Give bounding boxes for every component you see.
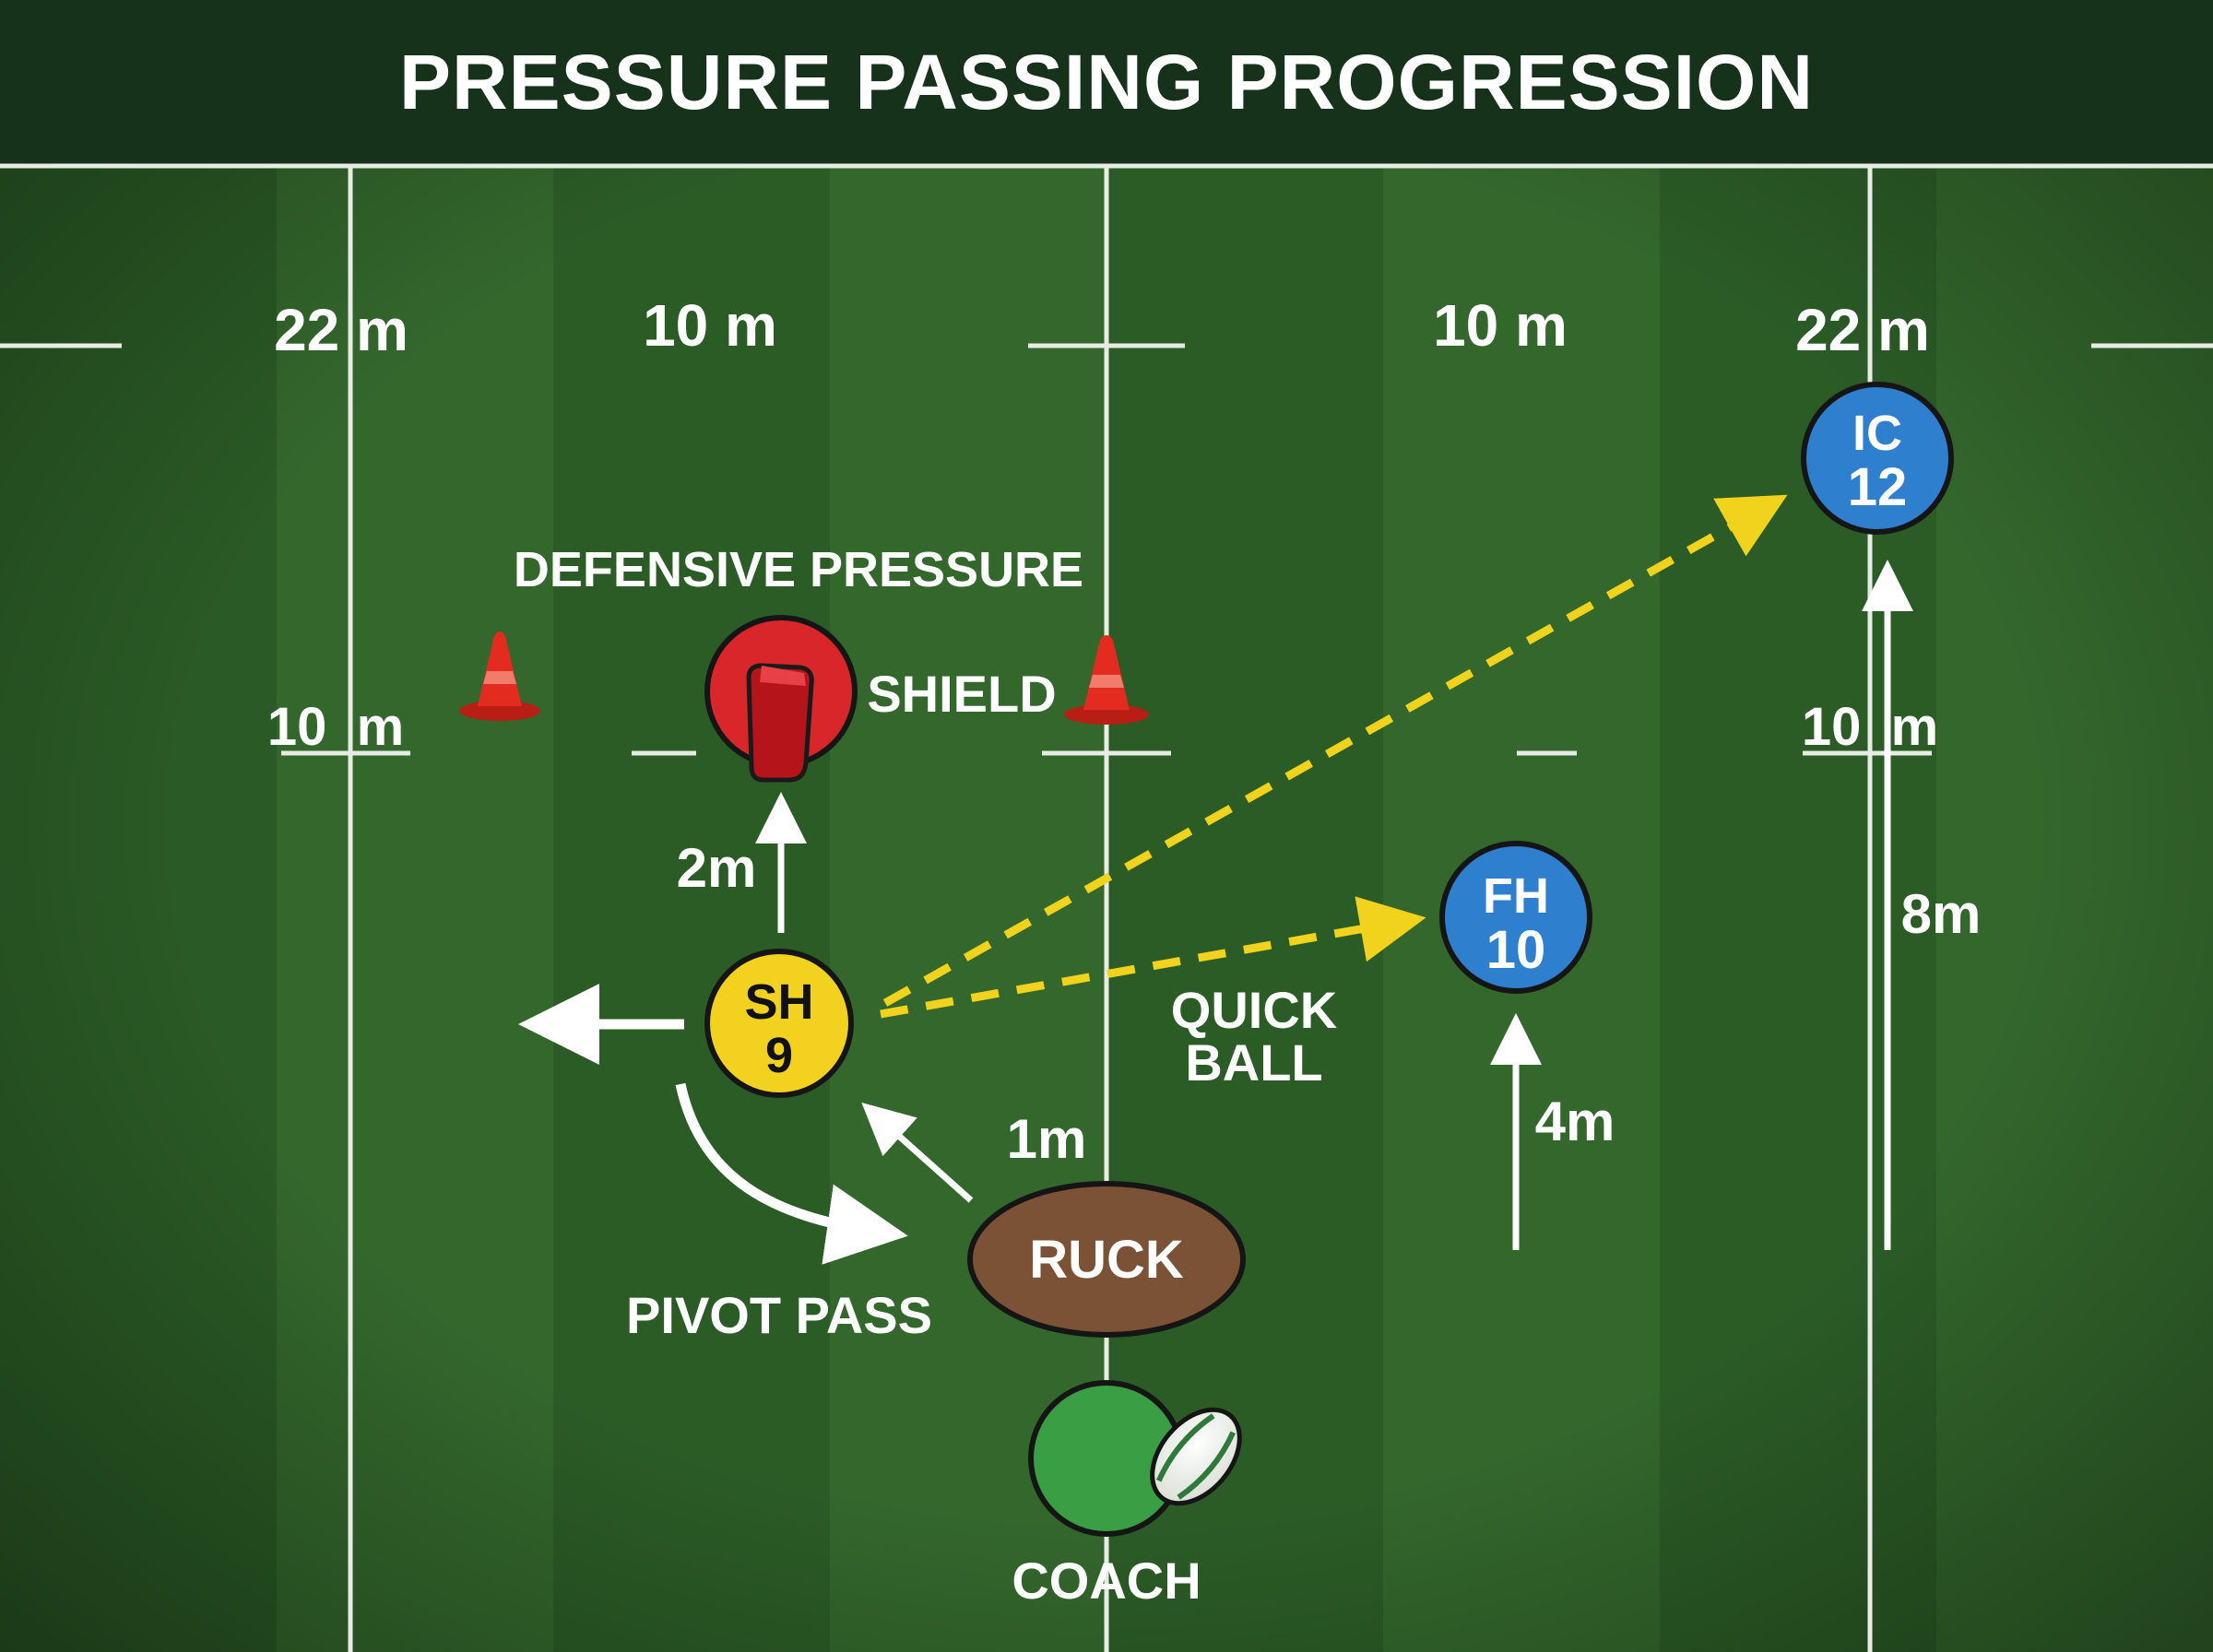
inside-centre-number: 12	[1848, 457, 1908, 517]
coach-label: COACH	[1012, 1552, 1201, 1610]
right-22m-label: 22 m	[1795, 297, 1930, 363]
left-22m-label: 22 m	[274, 297, 408, 363]
pivot-arrow	[675, 1082, 908, 1265]
distance-8m-label: 8m	[1901, 883, 1982, 945]
distance-2m-label: 2m	[677, 837, 757, 899]
quick-ball-label-line2: BALL	[1185, 1033, 1322, 1092]
ruck-label: RUCK	[1029, 1230, 1184, 1290]
shield-label: SHIELD	[867, 665, 1056, 723]
distance-4m-label: 4m	[1535, 1091, 1615, 1152]
cone-icon	[459, 631, 540, 721]
scrum-half-player: SH 9	[704, 949, 854, 1098]
inside-centre-role: IC	[1852, 406, 1902, 461]
cone-icon	[1064, 635, 1149, 725]
pass-to-inside-centre	[882, 494, 1788, 1007]
coach	[1028, 1380, 1242, 1537]
title-bar	[0, 0, 2213, 164]
defender	[704, 615, 858, 783]
defensive-pressure-label: DEFENSIVE PRESSURE	[514, 542, 1083, 597]
left-10m-lower-label: 10 m	[267, 697, 404, 757]
pitch-lines	[0, 163, 2213, 1652]
pivot-pass-label: PIVOT PASS	[626, 1286, 932, 1344]
fly-half-role: FH	[1483, 868, 1549, 924]
fly-half-number: 10	[1486, 920, 1546, 980]
rugby-ball-icon	[1150, 1407, 1242, 1506]
tackle-shield-icon	[746, 663, 814, 783]
right-10m-label: 10 m	[1433, 292, 1568, 359]
fly-half-player: FH 10	[1439, 841, 1592, 994]
inside-centre-player: IC 12	[1801, 382, 1954, 535]
left-10m-label: 10 m	[643, 292, 777, 359]
right-10m-lower-label: 10 m	[1802, 697, 1938, 757]
quick-ball-label-line1: QUICK	[1171, 981, 1337, 1039]
pass-to-fly-half	[880, 896, 1426, 1019]
scrum-half-role: SH	[744, 974, 813, 1030]
arrow-icon	[861, 1103, 974, 1203]
scrum-half-number: 9	[765, 1028, 793, 1083]
distance-1m-label: 1m	[1007, 1108, 1087, 1170]
ruck: RUCK	[967, 1181, 1246, 1338]
page-title: PRESSURE PASSING PROGRESSION	[399, 39, 1814, 125]
